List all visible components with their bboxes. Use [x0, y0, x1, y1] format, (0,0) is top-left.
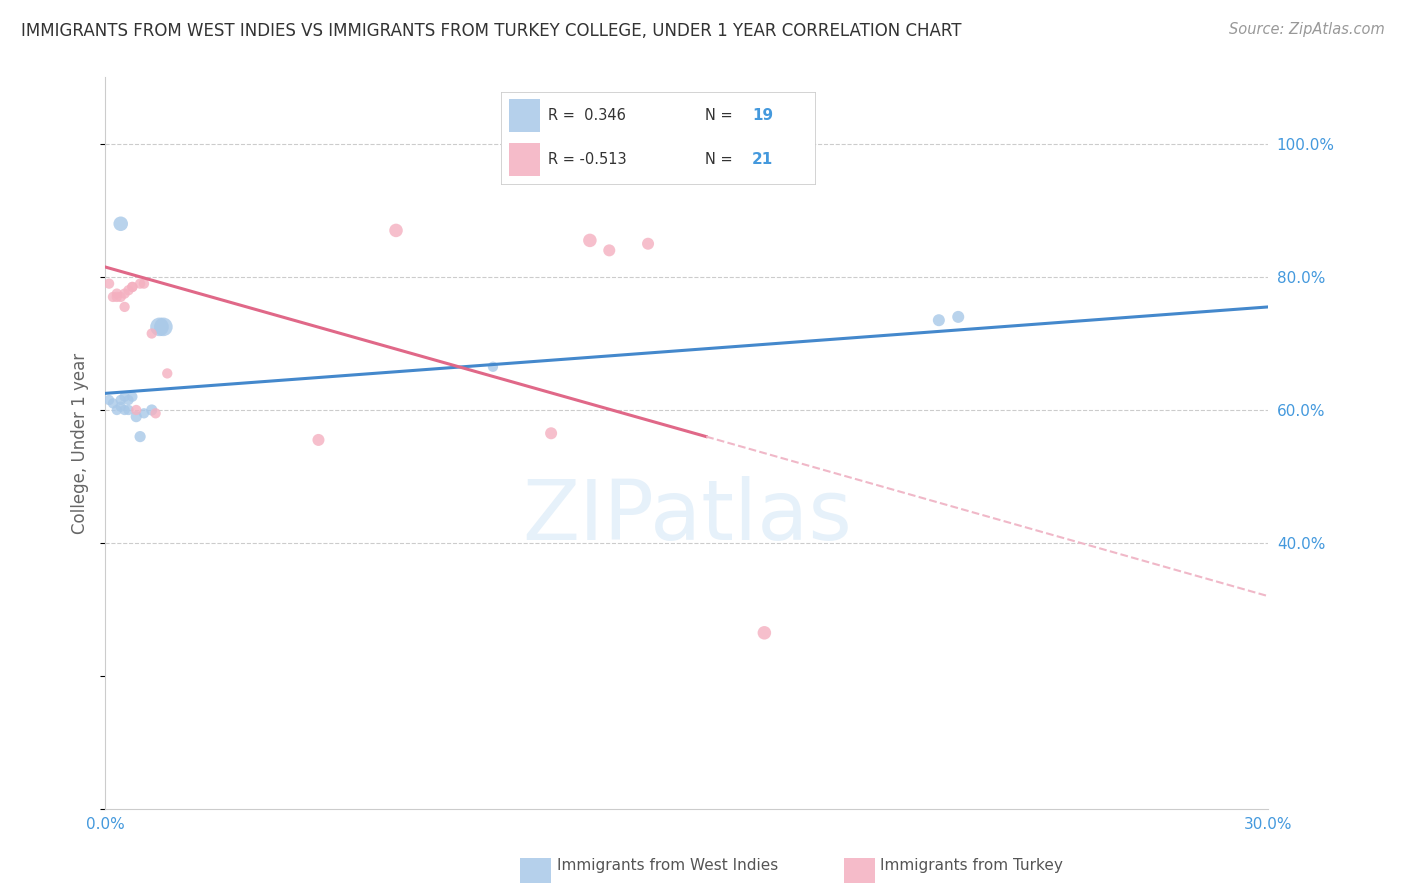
Point [114, 403, 136, 417]
Point [129, 277, 152, 291]
Point [110, 290, 132, 304]
Point [132, 406, 155, 420]
Point [101, 396, 124, 410]
Point [129, 429, 152, 443]
Point [117, 403, 139, 417]
Point [308, 433, 330, 447]
Point [105, 403, 128, 417]
Point [114, 390, 136, 404]
Text: Source: ZipAtlas.com: Source: ZipAtlas.com [1229, 22, 1385, 37]
Point [125, 403, 148, 417]
Point [141, 403, 163, 417]
Point [145, 406, 167, 420]
Text: Immigrants from West Indies: Immigrants from West Indies [557, 858, 778, 872]
Point [928, 313, 950, 327]
Point [948, 310, 970, 324]
Point [637, 236, 659, 251]
Point [132, 277, 155, 291]
Point [101, 290, 124, 304]
Point [579, 233, 602, 247]
Point [125, 409, 148, 424]
Point [540, 426, 562, 441]
Text: IMMIGRANTS FROM WEST INDIES VS IMMIGRANTS FROM TURKEY COLLEGE, UNDER 1 YEAR CORR: IMMIGRANTS FROM WEST INDIES VS IMMIGRANT… [21, 22, 962, 40]
Point [598, 244, 620, 258]
Point [121, 390, 143, 404]
Point [121, 280, 143, 294]
Point [114, 300, 136, 314]
Point [105, 286, 128, 301]
Point [482, 359, 505, 374]
Point [156, 367, 179, 381]
Point [110, 400, 132, 414]
Point [98, 277, 121, 291]
Point [105, 290, 128, 304]
Point [754, 625, 776, 640]
Text: Immigrants from Turkey: Immigrants from Turkey [880, 858, 1063, 872]
Point [385, 223, 408, 237]
Point [110, 392, 132, 407]
Point [141, 326, 163, 341]
Point [148, 319, 170, 334]
Point [117, 283, 139, 297]
Point [110, 217, 132, 231]
Point [117, 392, 139, 407]
Point [121, 280, 143, 294]
Point [114, 286, 136, 301]
Point [152, 319, 174, 334]
Text: ZIPatlas: ZIPatlas [522, 476, 852, 557]
Point [98, 392, 121, 407]
Y-axis label: College, Under 1 year: College, Under 1 year [72, 352, 89, 533]
